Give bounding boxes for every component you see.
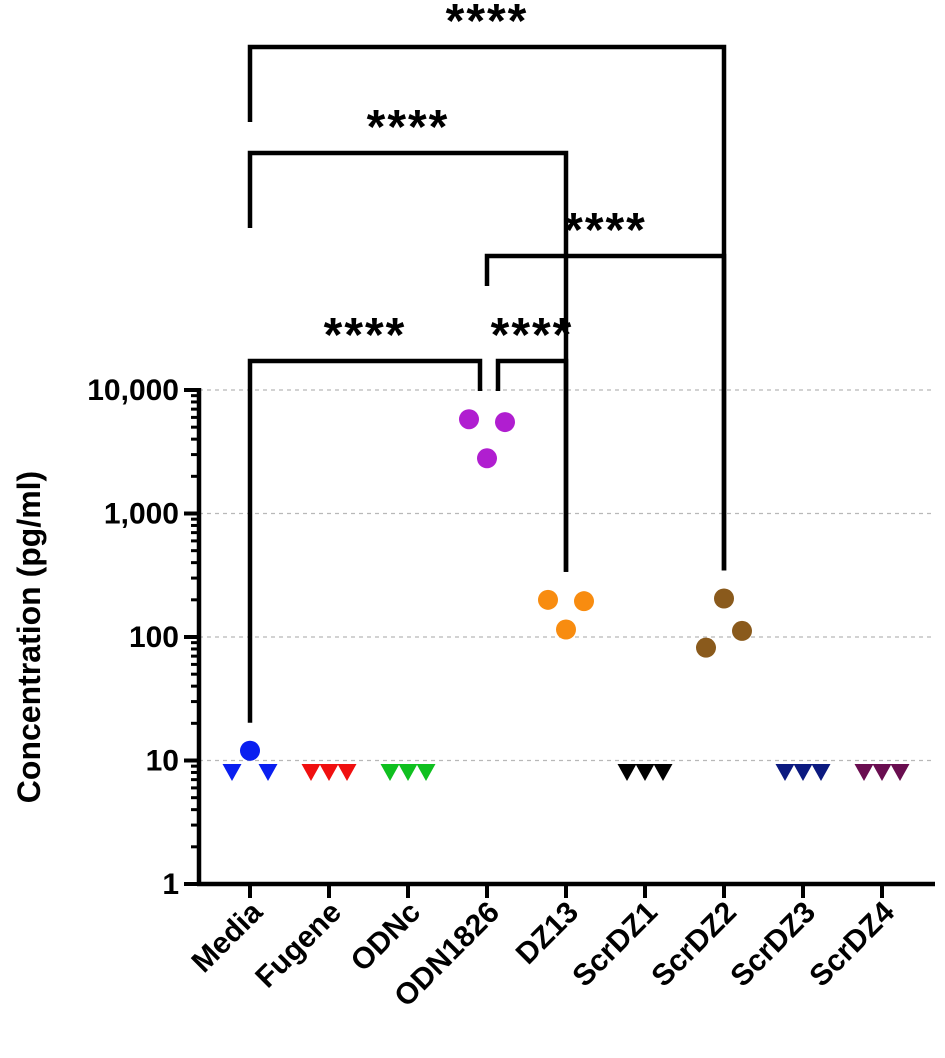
point-dz13-2 <box>556 619 576 640</box>
point-media-1 <box>222 763 242 781</box>
point-dz13-1 <box>574 591 594 612</box>
point-odn1826-2 <box>477 448 497 469</box>
bracket-media-odn1826 <box>247 358 483 723</box>
point-fugene-0 <box>301 763 321 781</box>
point-scrdz2-2 <box>696 637 716 658</box>
point-odnc-1 <box>398 763 418 781</box>
sig-label-odn1826-scrdz2: **** <box>564 204 647 257</box>
x-tick-label-scrdz2: ScrDZ2 <box>645 896 743 994</box>
point-fugene-1 <box>319 763 339 781</box>
point-scrdz3-1 <box>793 763 813 781</box>
point-scrdz1-2 <box>653 763 673 781</box>
point-scrdz3-2 <box>811 763 831 781</box>
point-odn1826-0 <box>459 409 479 430</box>
point-odnc-0 <box>380 763 400 781</box>
sig-label-media-dz13: **** <box>367 101 450 154</box>
y-tick-label-2: 100 <box>129 621 179 654</box>
x-tick-label-scrdz4: ScrDZ4 <box>803 895 901 993</box>
point-scrdz4-1 <box>872 763 892 781</box>
bracket-media-scrdz2 <box>247 44 727 571</box>
y-tick-label-0: 1 <box>162 868 179 901</box>
x-tick-label-dz13: DZ13 <box>510 896 585 971</box>
point-media-0 <box>240 740 260 761</box>
point-scrdz2-1 <box>732 620 752 641</box>
point-scrdz3-0 <box>775 763 795 781</box>
point-scrdz2-0 <box>714 588 734 609</box>
point-odn1826-1 <box>495 412 515 433</box>
point-scrdz4-2 <box>890 763 910 781</box>
sig-label-media-scrdz2: **** <box>446 0 529 48</box>
point-dz13-0 <box>538 589 558 610</box>
x-tick-label-scrdz1: ScrDZ1 <box>566 896 664 994</box>
point-scrdz1-1 <box>635 763 655 781</box>
point-odnc-2 <box>416 763 436 781</box>
x-tick-label-scrdz3: ScrDZ3 <box>724 896 822 994</box>
bracket-odn1826-dz13 <box>495 358 569 572</box>
data-points <box>222 409 910 781</box>
y-tick-label-3: 1,000 <box>104 498 179 531</box>
axes <box>184 388 935 898</box>
sig-label-odn1826-dz13: **** <box>491 309 574 362</box>
point-scrdz1-0 <box>617 763 637 781</box>
y-tick-label-4: 10,000 <box>87 374 179 407</box>
point-media-2 <box>258 763 278 781</box>
axis-labels: Concentration (pg/ml) 1101001,00010,000M… <box>11 374 901 1013</box>
significance-brackets: **** **** **** **** **** <box>247 0 727 723</box>
y-tick-label-1: 10 <box>146 745 179 778</box>
x-tick-label-fugene: Fugene <box>249 896 348 995</box>
point-fugene-2 <box>337 763 357 781</box>
sig-label-media-odn1826: **** <box>324 309 407 362</box>
y-axis-title: Concentration (pg/ml) <box>11 471 47 803</box>
bracket-odn1826-scrdz2 <box>484 253 727 571</box>
point-scrdz4-0 <box>854 763 874 781</box>
